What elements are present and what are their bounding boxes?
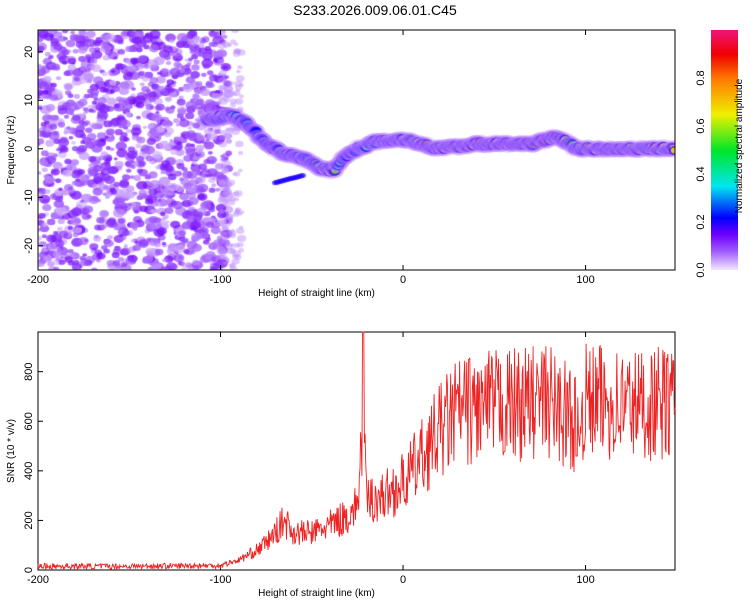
- chart-title: S233.2026.009.06.01.C45: [293, 2, 457, 18]
- snr-xtick-label: 100: [576, 574, 594, 586]
- spectrogram-ylabel: Frequency (Hz): [6, 116, 17, 185]
- spectrogram-xlabel: Height of straight line (km): [258, 288, 375, 299]
- spectrogram-heatmap: [38, 30, 675, 270]
- spectrogram-xtick-label: -100: [210, 274, 232, 286]
- snr-ylabel: SNR (10 * v/v): [6, 419, 17, 483]
- spectrogram-frame: [37, 29, 676, 271]
- spectrogram-ytick-label: 20: [23, 46, 35, 58]
- colorbar-tick-label: 0.2: [695, 214, 707, 229]
- colorbar-tick-label: 0.6: [695, 118, 707, 133]
- colorbar-tick-label: 0.4: [695, 166, 707, 181]
- spectrogram-xtick-label: -200: [27, 274, 49, 286]
- snr-xtick-label: -100: [210, 574, 232, 586]
- colorbar-tick-label: 0.0: [695, 262, 707, 277]
- spectrogram-ytick-label: -10: [23, 189, 35, 205]
- snr-xtick-label: -200: [27, 574, 49, 586]
- colorbar-label: Normalized spectral amplitude: [734, 78, 745, 213]
- snr-line: [37, 331, 676, 571]
- snr-ytick-label: 600: [23, 412, 35, 430]
- snr-ytick-label: 400: [23, 462, 35, 480]
- spectrogram-ytick-label: 10: [23, 94, 35, 106]
- colorbar-tick-label: 0.8: [695, 70, 707, 85]
- snr-xtick-label: 0: [400, 574, 406, 586]
- spectrogram-ytick-label: -20: [23, 238, 35, 254]
- snr-xlabel: Height of straight line (km): [258, 588, 375, 599]
- snr-ytick-label: 200: [23, 511, 35, 529]
- spectrogram-ytick-label: 0: [23, 146, 35, 152]
- spectrogram-xtick-label: 0: [400, 274, 406, 286]
- snr-ytick-label: 800: [23, 362, 35, 380]
- spectrogram-xtick-label: 100: [576, 274, 594, 286]
- colorbar: [711, 30, 738, 270]
- snr-ytick-label: 0: [23, 567, 35, 573]
- snr-frame: [37, 331, 676, 571]
